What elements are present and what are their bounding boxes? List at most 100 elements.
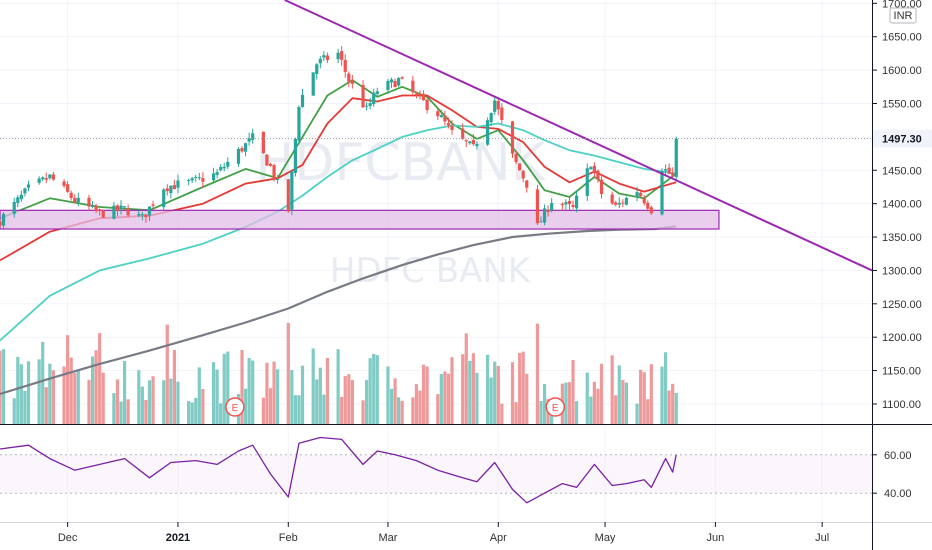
candle [450, 120, 454, 135]
candlesticks [0, 46, 678, 231]
candle [194, 174, 198, 182]
volume-bar [112, 393, 116, 424]
candle-body [493, 100, 497, 112]
volume-bar [624, 382, 629, 424]
volume-bar [12, 398, 16, 424]
candle-body [446, 123, 451, 126]
candle [464, 139, 468, 148]
volume-bar [165, 324, 169, 424]
candle [176, 174, 180, 194]
volume-bar [510, 362, 515, 424]
candle-body [151, 204, 155, 206]
volume-bar [592, 381, 596, 424]
volume-bar [286, 322, 290, 424]
volume-bar [215, 369, 219, 424]
candle [293, 137, 298, 177]
volume-bar [300, 365, 305, 424]
candle-body [639, 192, 643, 197]
candle-body [222, 166, 226, 169]
candle [368, 97, 372, 110]
volume-bar [599, 363, 604, 424]
support-zone-rect [0, 209, 720, 230]
volume-bar [535, 323, 540, 424]
candle-body [112, 205, 116, 219]
volume-bar [226, 351, 230, 424]
currency-text: INR [894, 10, 913, 22]
candle-body [187, 180, 191, 182]
candle-body [560, 203, 564, 206]
candle [550, 198, 554, 213]
candle [621, 199, 625, 208]
volume-bar [48, 363, 52, 424]
time-tick-label: Dec [58, 532, 78, 544]
volume-bar [521, 351, 525, 424]
candle [525, 180, 529, 193]
candle [172, 179, 177, 190]
price-axis[interactable]: 1100.00 1150.00 1200.00 1250.00 1300.00 1350.… [872, 0, 922, 411]
volume-bar [315, 379, 319, 424]
volume-bar [62, 366, 66, 424]
candle [446, 117, 451, 129]
volume-bar [0, 350, 2, 424]
candle-body [642, 197, 646, 204]
ema-long-line [0, 122, 677, 342]
volume-bar [361, 400, 365, 424]
earnings-marker-circle [225, 397, 245, 417]
candle [539, 216, 543, 223]
earnings-marker-label: E [552, 403, 559, 414]
candle [639, 190, 643, 197]
candle-body [251, 133, 255, 141]
candle-body [23, 188, 27, 194]
candle-body [596, 170, 600, 180]
candle-body [165, 188, 169, 192]
volume-bar [222, 353, 226, 424]
time-axis[interactable]: Dec 2021 Feb Mar Apr May Jun Jul [58, 522, 829, 544]
candle [372, 88, 376, 107]
volume-bar [500, 403, 504, 424]
candle-body [16, 197, 20, 203]
volume-bar [350, 380, 354, 424]
volume-bar [421, 364, 426, 424]
volume-bar [364, 380, 369, 424]
candle-body [12, 201, 16, 214]
volume-bar [414, 384, 419, 424]
volume-bar [290, 369, 294, 424]
candle [585, 163, 589, 201]
candle [421, 90, 426, 101]
candle [26, 180, 31, 192]
candle [276, 174, 280, 184]
candle-body [162, 189, 166, 208]
volume-bar [667, 390, 671, 424]
candle [500, 103, 504, 124]
volume-bar [197, 367, 201, 424]
candle-body [340, 51, 344, 60]
candle [322, 51, 326, 62]
candle-body [425, 99, 429, 111]
candle-body [674, 138, 678, 177]
earnings-marker-label: E [232, 403, 239, 414]
candle-body [464, 140, 468, 142]
candle-body [268, 163, 273, 166]
candle-body [265, 154, 269, 166]
volume-bar [539, 400, 543, 424]
candle [386, 78, 390, 95]
candle [436, 107, 440, 120]
volume-bar [514, 402, 518, 424]
rsi-axis[interactable]: 40.00 60.00 [872, 450, 912, 500]
candle-body [589, 167, 593, 170]
volume-bar [144, 399, 148, 424]
volume-bar [101, 372, 105, 424]
volume-bar [486, 354, 490, 424]
candle-body [315, 64, 319, 75]
candle-body [343, 59, 347, 72]
candle [51, 171, 55, 181]
candle [137, 209, 141, 217]
volume-bar [347, 374, 351, 424]
candle-body [144, 214, 148, 218]
candle-body [414, 93, 419, 95]
candle [23, 187, 27, 197]
candle-body [375, 91, 379, 95]
volume-bar [322, 394, 326, 424]
candle-body [201, 178, 205, 182]
